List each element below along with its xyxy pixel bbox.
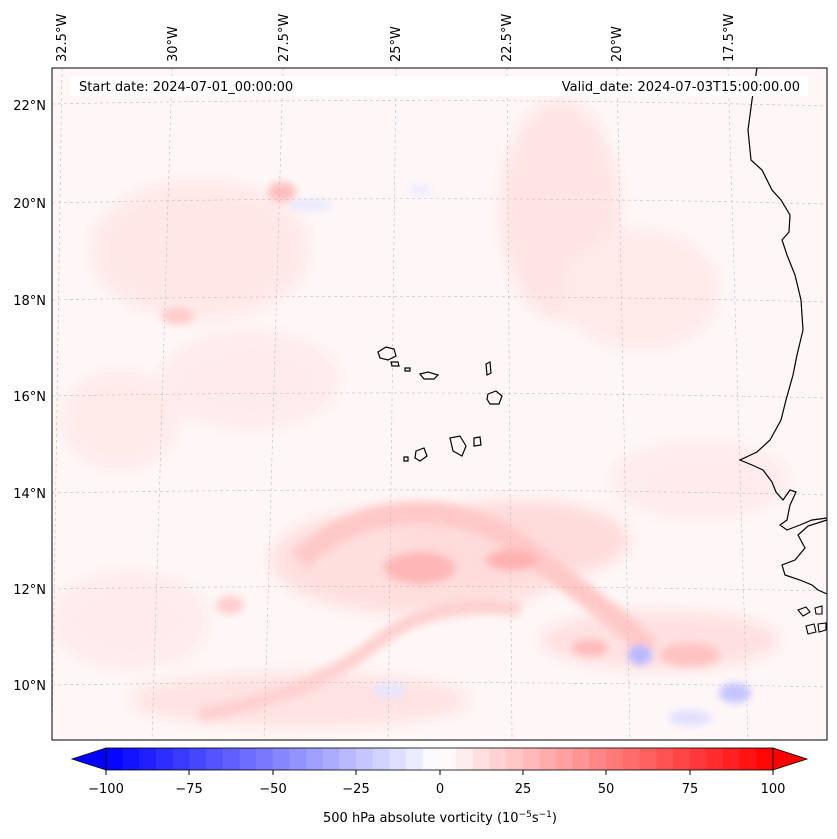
lon-label-17-5w: 17.5°W	[722, 14, 737, 62]
colorbar-tick-minus-100: −100	[88, 782, 124, 797]
colorbar-tick-minus-75: −75	[175, 782, 202, 797]
colorbar-cell	[239, 748, 257, 770]
colorbar-cell	[206, 748, 224, 770]
colorbar-cell	[106, 748, 124, 770]
lat-label-18n: 18°N	[13, 294, 46, 309]
colorbar-ticks	[105, 770, 774, 775]
lat-label-12n: 12°N	[13, 583, 46, 598]
colorbar-cell	[122, 748, 140, 770]
colorbar-cell	[606, 748, 624, 770]
colorbar-cell	[222, 748, 240, 770]
lon-label-22-5w: 22.5°W	[500, 14, 515, 62]
colorbar-cell	[139, 748, 157, 770]
latitude-labels: 22°N 20°N 18°N 16°N 14°N 12°N 10°N	[13, 99, 46, 694]
colorbar-cell	[689, 748, 707, 770]
lat-label-22n: 22°N	[13, 99, 46, 114]
colorbar-cell	[522, 748, 540, 770]
colorbar-label: 500 hPa absolute vorticity (10−5s−1)	[323, 810, 557, 826]
colorbar-cell	[172, 748, 190, 770]
colorbar-cell	[256, 748, 274, 770]
colorbar-cell	[706, 748, 724, 770]
colorbar-cell	[472, 748, 490, 770]
colorbar-cell	[722, 748, 741, 770]
colorbar-cell	[756, 748, 774, 770]
colorbar-cell	[739, 748, 757, 770]
lon-label-27-5w: 27.5°W	[277, 14, 292, 62]
colorbar-cell	[622, 748, 640, 770]
colorbar-cell	[289, 748, 307, 770]
colorbar-cell	[356, 748, 374, 770]
date-banner	[70, 76, 808, 96]
colorbar-tick-25: 25	[515, 782, 532, 797]
colorbar-cells	[106, 748, 774, 770]
lat-label-10n: 10°N	[13, 679, 46, 694]
colorbar-extend-low	[70, 747, 107, 771]
map-frame	[51, 67, 828, 741]
colorbar-cell	[589, 748, 607, 770]
colorbar-cell	[439, 748, 457, 770]
colorbar-cell	[422, 748, 440, 770]
colorbar-cell	[389, 748, 407, 770]
colorbar-tick-minus-50: −50	[259, 782, 286, 797]
colorbar-tick-100: 100	[761, 782, 786, 797]
colorbar-tick-minus-25: −25	[342, 782, 369, 797]
colorbar: −100 −75 −50 −25 0 25 50 75 100 500 hPa …	[70, 747, 809, 826]
colorbar-cell	[339, 748, 357, 770]
colorbar-tick-75: 75	[682, 782, 699, 797]
lon-label-32-5w: 32.5°W	[55, 14, 70, 62]
colorbar-cell	[489, 748, 507, 770]
vorticity-field	[52, 100, 790, 728]
colorbar-cell	[639, 748, 657, 770]
colorbar-cell	[372, 748, 390, 770]
colorbar-cell	[306, 748, 324, 770]
africa-coastline	[738, 67, 828, 531]
colorbar-cell	[672, 748, 691, 770]
colorbar-cell	[656, 748, 674, 770]
colorbar-cell	[506, 748, 524, 770]
lon-label-30w: 30°W	[166, 26, 181, 62]
colorbar-tick-0: 0	[436, 782, 444, 797]
bijagos-islands	[797, 605, 827, 635]
cape-verde-islands	[377, 346, 503, 462]
colorbar-extend-high	[772, 747, 809, 771]
lat-label-14n: 14°N	[13, 487, 46, 502]
africa-coastline-south	[781, 519, 828, 595]
lat-label-20n: 20°N	[13, 197, 46, 212]
gridlines	[52, 68, 827, 740]
lat-label-16n: 16°N	[13, 390, 46, 405]
colorbar-cell	[572, 748, 590, 770]
valid-date-text: Valid_date: 2024-07-03T15:00:00.00	[562, 80, 800, 95]
colorbar-cell	[456, 748, 474, 770]
colorbar-cell	[556, 748, 574, 770]
colorbar-tick-50: 50	[598, 782, 615, 797]
colorbar-cell	[406, 748, 424, 770]
colorbar-cell	[156, 748, 174, 770]
lon-label-20w: 20°W	[610, 26, 625, 62]
colorbar-cell	[322, 748, 340, 770]
lon-label-25w: 25°W	[389, 26, 404, 62]
start-date-text: Start date: 2024-07-01_00:00:00	[79, 80, 293, 95]
colorbar-cell	[272, 748, 290, 770]
colorbar-cell	[539, 748, 557, 770]
longitude-labels: 32.5°W 30°W 27.5°W 25°W 22.5°W 20°W 17.5…	[55, 14, 737, 62]
colorbar-cell	[189, 748, 207, 770]
